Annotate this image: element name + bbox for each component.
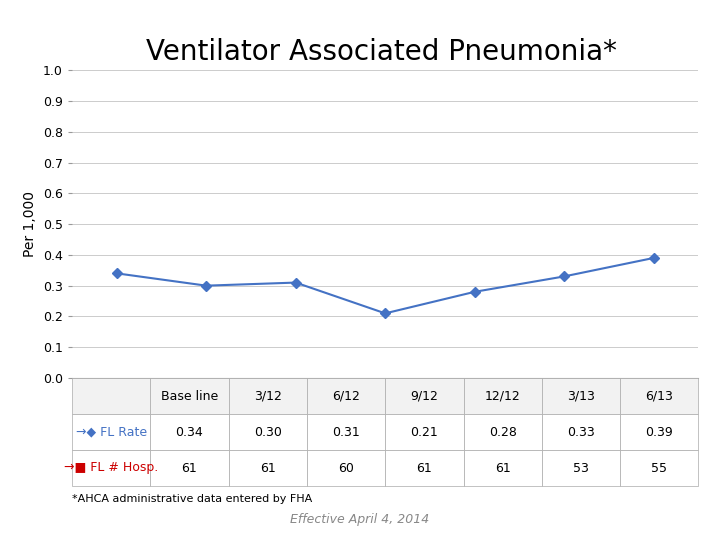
Text: →◆ FL Rate: →◆ FL Rate [76,426,147,438]
Text: *AHCA administrative data entered by FHA: *AHCA administrative data entered by FHA [72,494,312,504]
Y-axis label: Per 1,000: Per 1,000 [24,191,37,257]
Text: →■ FL # Hosp.: →■ FL # Hosp. [64,462,158,475]
Text: Ventilator Associated Pneumonia*: Ventilator Associated Pneumonia* [146,38,617,66]
Text: Effective April 4, 2014: Effective April 4, 2014 [290,514,430,526]
